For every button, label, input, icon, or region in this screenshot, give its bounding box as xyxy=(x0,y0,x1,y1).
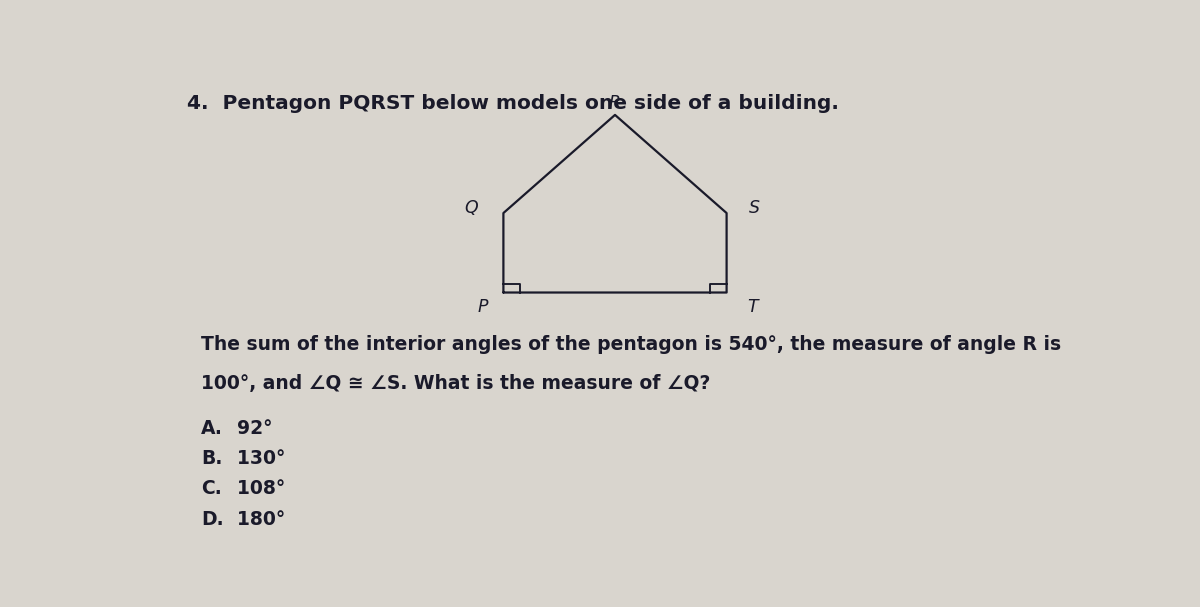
Text: 4.  Pentagon PQRST below models one side of a building.: 4. Pentagon PQRST below models one side … xyxy=(187,94,839,113)
Text: P: P xyxy=(478,297,488,316)
Text: D.: D. xyxy=(202,510,223,529)
Text: 180°: 180° xyxy=(224,510,286,529)
Text: 130°: 130° xyxy=(224,449,286,468)
Text: Q: Q xyxy=(464,199,478,217)
Text: R: R xyxy=(608,94,622,112)
Text: A.: A. xyxy=(202,419,223,438)
Text: T: T xyxy=(748,297,758,316)
Text: S: S xyxy=(749,199,760,217)
Text: 108°: 108° xyxy=(224,480,286,498)
Text: 100°, and ∠Q ≅ ∠S. What is the measure of ∠Q?: 100°, and ∠Q ≅ ∠S. What is the measure o… xyxy=(202,375,710,393)
Text: 92°: 92° xyxy=(224,419,272,438)
Text: C.: C. xyxy=(202,480,222,498)
Text: B.: B. xyxy=(202,449,222,468)
Text: The sum of the interior angles of the pentagon is 540°, the measure of angle R i: The sum of the interior angles of the pe… xyxy=(202,334,1061,354)
